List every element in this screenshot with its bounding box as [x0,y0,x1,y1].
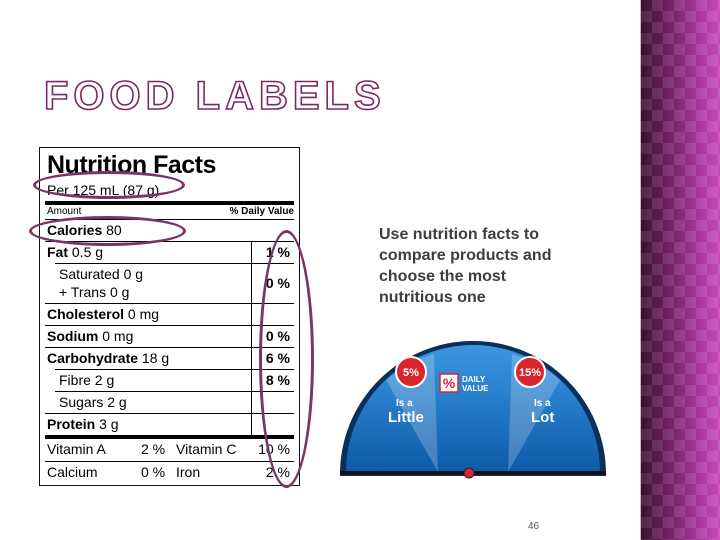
carb-label: Carbohydrate [47,350,139,366]
right-badge: 15% [514,356,546,388]
calcium-label: Calcium [47,464,98,480]
trans-label: + Trans 0 g [59,284,130,300]
saturated-label: Saturated 0 g [59,266,144,282]
protein-label: Protein [47,416,96,432]
amount-header: Amount [47,206,82,217]
decorative-side-band [641,0,720,540]
left-sector [386,354,438,472]
percent-column-divider [251,241,252,435]
sodium-value: 0 mg [102,328,134,344]
side-band-divider [640,0,641,540]
calcium-pct: 0 % [141,464,166,480]
right-big-label: Lot [531,409,554,426]
daily-value-header: % Daily Value [229,206,294,217]
rule [45,219,294,220]
gauge-dome [346,345,600,472]
daily-value-logo: % DAILY VALUE [439,373,489,393]
indent-rule [55,263,294,264]
fat-label: Fat [47,244,68,260]
rule [45,413,294,414]
slide-title: FOOD LABELS [43,73,386,119]
sugars-label: Sugars 2 g [59,394,127,410]
left-badge: 5% [395,356,427,388]
sodium-label: Sodium [47,328,99,344]
right-small-label: Is a [534,398,551,409]
fibre-label: Fibre 2 g [59,372,115,388]
indent-rule [55,391,294,392]
thick-rule [45,435,294,439]
logo-line-1: DAILY [462,375,486,384]
carb-value: 18 g [141,350,170,366]
fat-value: 0.5 g [71,244,104,260]
cholesterol-value: 0 mg [127,306,160,322]
protein-value: 3 g [99,416,119,432]
page-number: 46 [528,521,540,532]
rule [45,461,294,462]
gauge-needle-dot [463,467,475,479]
left-badge-text: 5% [403,367,419,379]
percent-symbol-icon: % [443,375,456,391]
thick-rule [45,201,294,205]
rule [45,325,294,326]
body-text: Use nutrition facts to compare products … [379,226,552,306]
daily-value-gauge: 5% 15% % DAILY VALUE Is a Little Is a Lo… [340,341,606,479]
vitamin-c-label: Vitamin C [176,441,237,457]
logo-line-2: VALUE [462,384,489,393]
right-badge-text: 15% [519,367,541,379]
left-big-label: Little [388,409,424,426]
percent-column-highlight-ring [259,230,314,488]
cholesterol-label: Cholesterol [47,306,125,322]
serving-highlight-ring [33,171,185,199]
indent-rule [55,369,294,370]
rule [45,347,294,348]
iron-label: Iron [176,464,201,480]
rule [45,303,294,304]
rule [45,241,294,242]
left-small-label: Is a [396,398,413,409]
calories-highlight-ring [29,216,186,246]
vitamin-a-pct: 2 % [141,441,166,457]
vitamin-a-label: Vitamin A [47,441,106,457]
